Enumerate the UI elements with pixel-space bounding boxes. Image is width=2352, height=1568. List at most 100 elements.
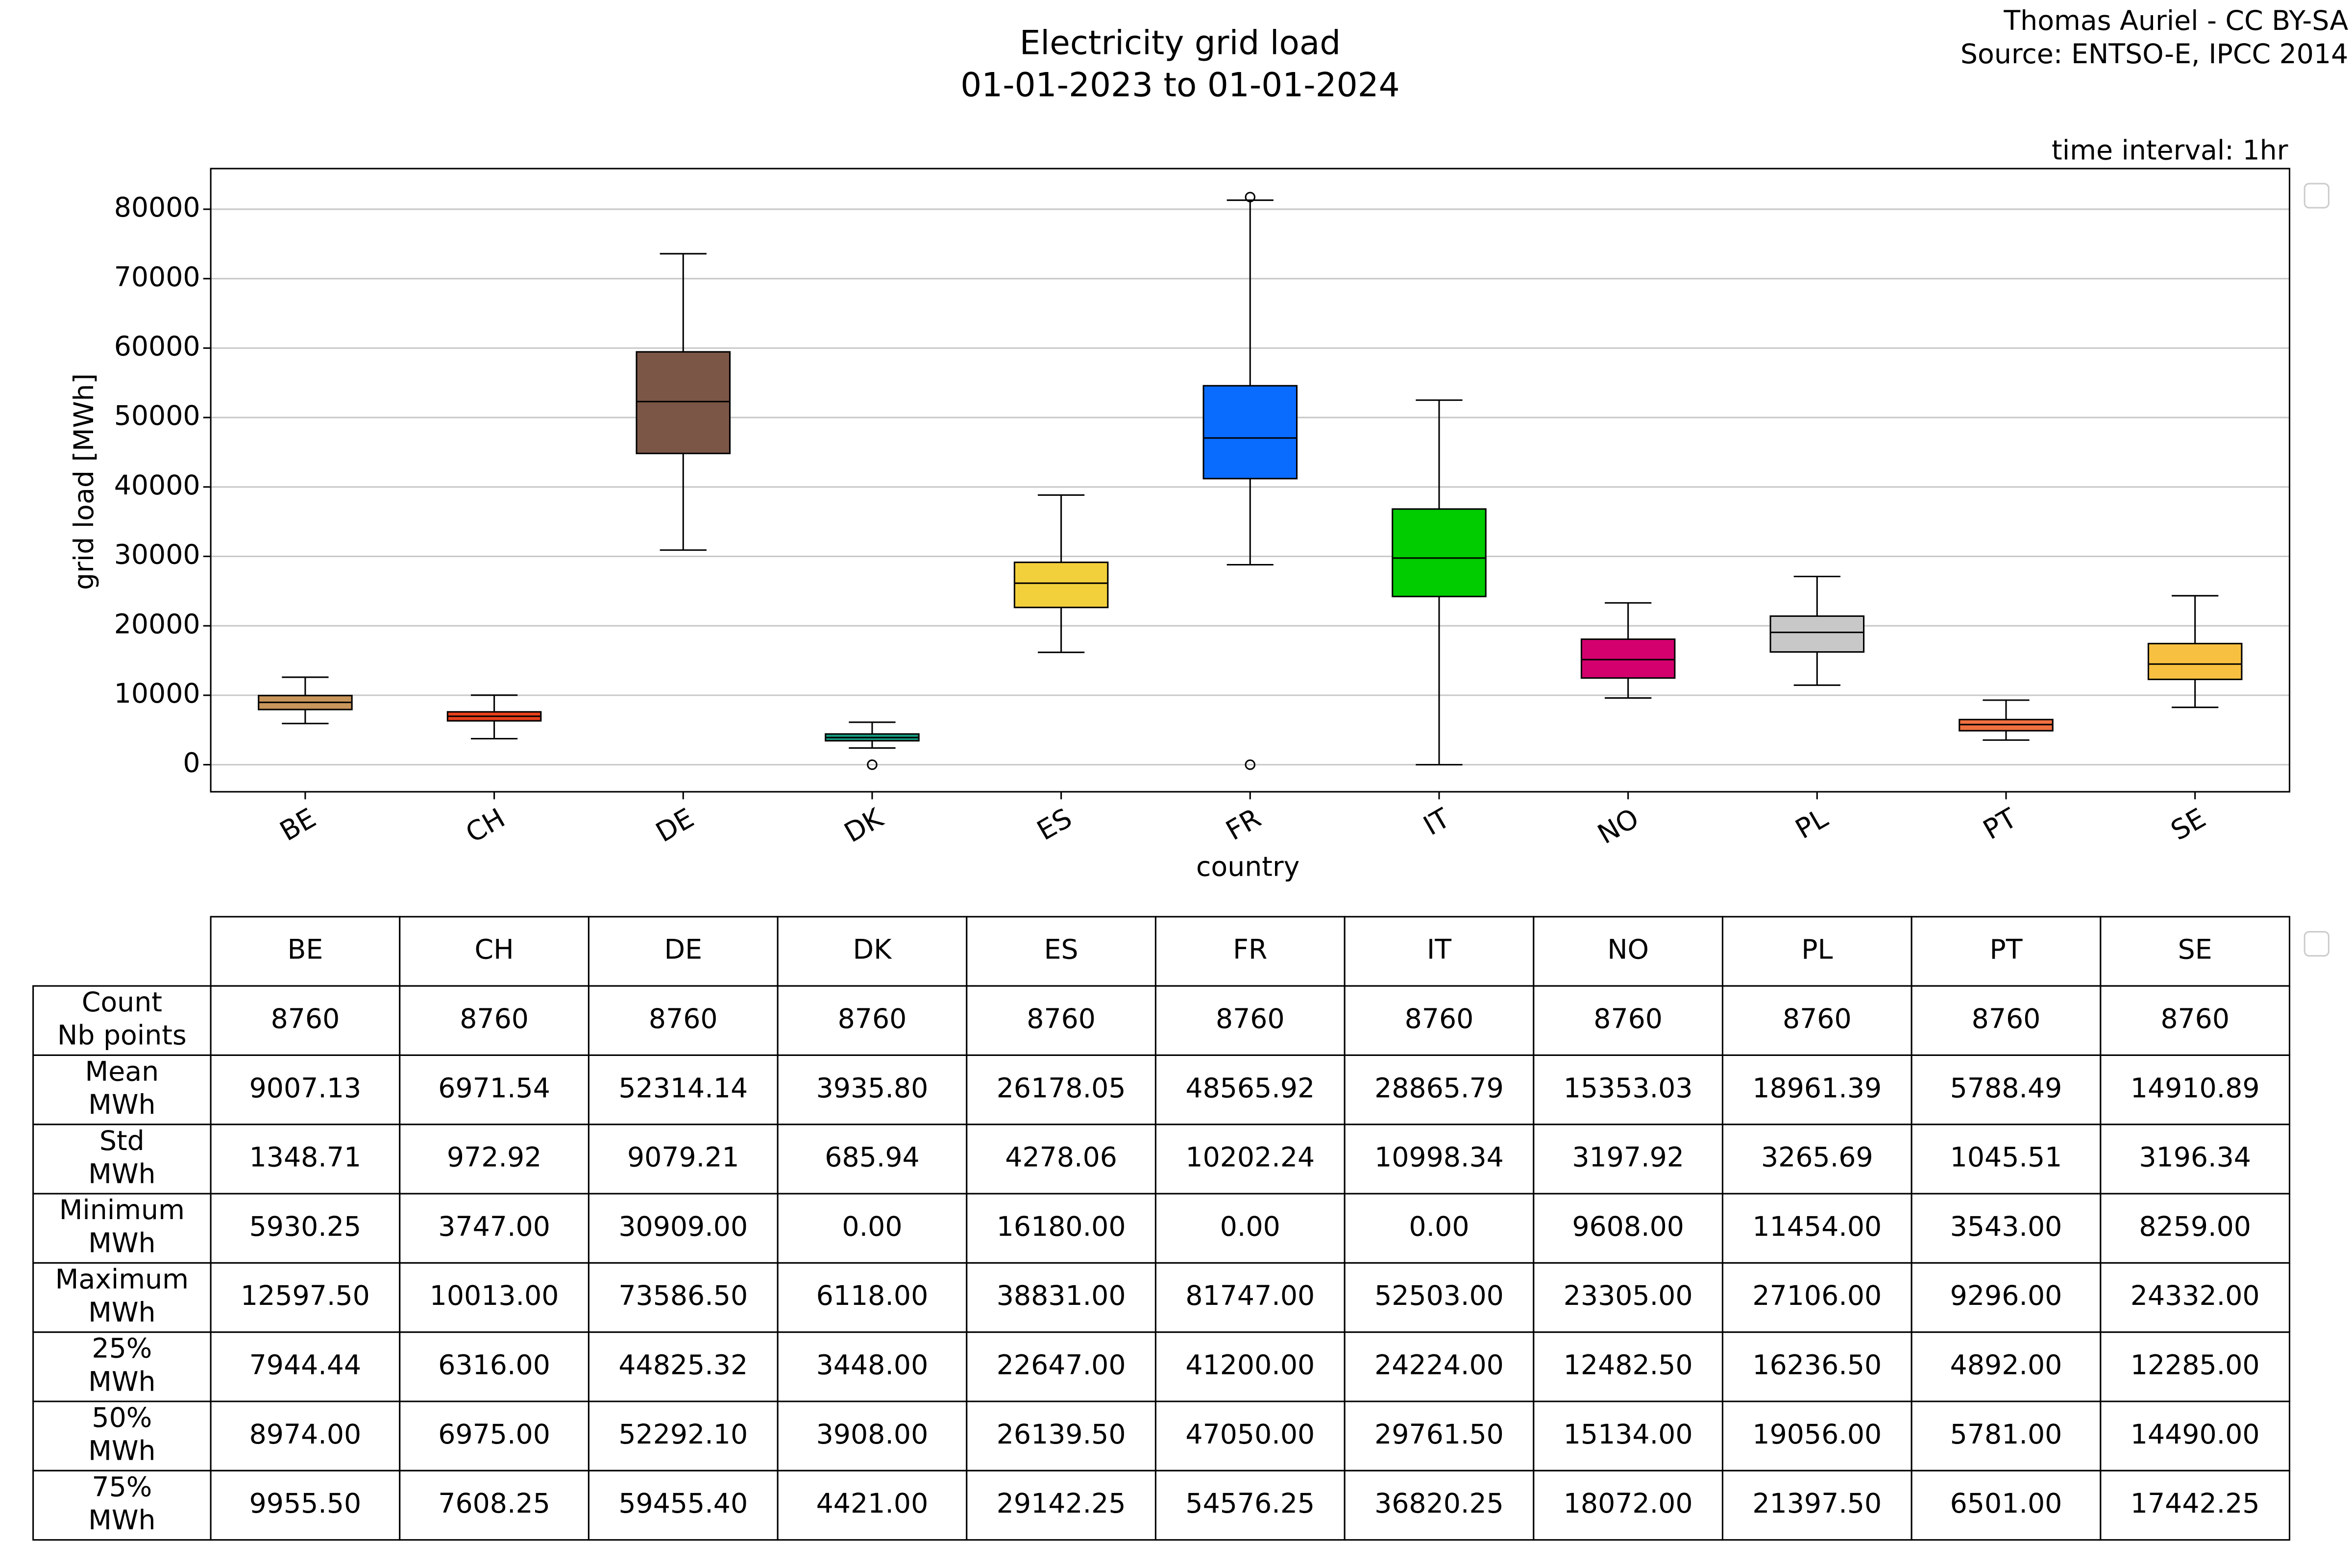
table-value: 59455.40: [618, 1488, 748, 1519]
table-value: 10013.00: [430, 1280, 559, 1312]
table-cell: [210, 1470, 401, 1541]
table-cell: [777, 1331, 968, 1402]
table-value: 6501.00: [1950, 1488, 2062, 1519]
table-value: 14490.00: [2131, 1419, 2260, 1450]
table-value: 81747.00: [1185, 1280, 1315, 1312]
row-label: MWh: [88, 1297, 155, 1328]
table-cell: [1533, 1470, 1724, 1541]
table-cell: [588, 985, 779, 1056]
table-cell: [777, 985, 968, 1056]
table-value: 73586.50: [618, 1280, 748, 1312]
table-value: 15134.00: [1564, 1419, 1693, 1450]
table-cell: [210, 1124, 401, 1195]
x-axis-label: country: [1196, 852, 1299, 883]
table-cell: [399, 1262, 589, 1333]
table-value: 18072.00: [1564, 1488, 1693, 1519]
table-cell: [210, 1193, 401, 1264]
table-value: 5788.49: [1950, 1073, 2062, 1104]
table-value: 8760: [838, 1004, 907, 1035]
row-label: MWh: [88, 1228, 155, 1259]
x-tick-label: CH: [461, 803, 510, 850]
y-tick-label: 70000: [114, 262, 200, 293]
table-value: 26178.05: [997, 1073, 1126, 1104]
x-tick-label: PT: [1978, 803, 2022, 846]
table-value: 12597.50: [241, 1280, 370, 1312]
y-tick-label: 0: [183, 748, 200, 779]
table-value: 28865.79: [1374, 1073, 1504, 1104]
table-cell: [777, 1054, 968, 1126]
table-value: 29761.50: [1374, 1419, 1504, 1450]
credit: Thomas Auriel - CC BY-SA: [2003, 5, 2348, 37]
table-value: 16180.00: [997, 1211, 1126, 1243]
y-axis-label: grid load [MWh]: [69, 373, 100, 590]
table-cell: [588, 1054, 779, 1126]
table-value: 8760: [1216, 1004, 1285, 1035]
table-value: 41200.00: [1185, 1350, 1315, 1381]
x-tick-label: ES: [1032, 803, 1078, 847]
row-label: Maximum: [55, 1264, 189, 1295]
row-label: 75%: [92, 1471, 152, 1503]
plot: 0 10000 20000 30000 40000 50000 60000 70000 8000…: [114, 168, 2291, 851]
table-value: 15353.03: [1564, 1073, 1693, 1104]
row-label: MWh: [88, 1089, 155, 1121]
table-value: 30909.00: [618, 1211, 748, 1243]
column-header: NO: [1607, 934, 1649, 966]
outlier: [1245, 192, 1256, 202]
credit: Source: ENTSO-E, IPCC 2014: [1960, 39, 2348, 70]
table-value: 8760: [1972, 1004, 2041, 1035]
table-cell: [399, 916, 589, 987]
table-cell: [1911, 1124, 2102, 1195]
table-value: 5930.25: [249, 1211, 362, 1243]
table-cell: [2100, 916, 2291, 987]
table-cell: [1721, 1470, 1912, 1541]
table-value: 8760: [2160, 1004, 2230, 1035]
annotation: time interval: 1hr: [2052, 135, 2288, 166]
y-tick-label: 60000: [114, 331, 200, 363]
table-cell: [588, 916, 779, 987]
table-cell: [1344, 1193, 1535, 1264]
table-value: 38831.00: [997, 1280, 1126, 1312]
table-value: 24332.00: [2131, 1280, 2260, 1312]
table-value: 23305.00: [1564, 1280, 1693, 1312]
table-cell: [1154, 1193, 1346, 1264]
outlier: [1245, 759, 1256, 770]
box: [1202, 385, 1298, 480]
y-tick-label: 30000: [114, 539, 200, 571]
table-cell: [588, 1331, 779, 1402]
table-cell: [1533, 1124, 1724, 1195]
table-cell: [2100, 1193, 2291, 1264]
table-cell: [399, 1193, 589, 1264]
table-cell: [2100, 1262, 2291, 1333]
table-cell: [1533, 1331, 1724, 1402]
box: [1769, 615, 1865, 653]
table-cell: [966, 1124, 1156, 1195]
table-value: 6118.00: [816, 1280, 929, 1312]
table-value: 24224.00: [1374, 1350, 1504, 1381]
table-value: 29142.25: [997, 1488, 1126, 1519]
table-value: 7944.44: [249, 1350, 362, 1381]
table-value: 36820.25: [1374, 1488, 1504, 1519]
table-value: 27106.00: [1752, 1280, 1882, 1312]
table-value: 14910.89: [2131, 1073, 2260, 1104]
table-value: 3543.00: [1950, 1211, 2062, 1243]
table-value: 685.94: [825, 1142, 919, 1174]
table-cell: [1154, 1331, 1346, 1402]
table-cell: [210, 1054, 401, 1126]
table-cell: [2100, 1054, 2291, 1126]
table-value: 8760: [1027, 1004, 1096, 1035]
y-tick-label: 40000: [114, 470, 200, 501]
table-cell: [1154, 916, 1346, 987]
table-cell: [1344, 1262, 1535, 1333]
table-value: 18961.39: [1752, 1073, 1882, 1104]
table-cell: [1154, 1262, 1346, 1333]
table-value: 8760: [1593, 1004, 1663, 1035]
x-tick-label: BE: [275, 803, 321, 848]
table-cell: [777, 1262, 968, 1333]
table-cell: [1721, 1054, 1912, 1126]
table-cell: [1533, 1400, 1724, 1471]
x-tick-label: SE: [2166, 803, 2211, 847]
table-cell: [210, 985, 401, 1056]
table-cell: [1533, 1262, 1724, 1333]
x-tick-label: FR: [1221, 803, 1266, 847]
empty-legend: [2303, 931, 2329, 957]
